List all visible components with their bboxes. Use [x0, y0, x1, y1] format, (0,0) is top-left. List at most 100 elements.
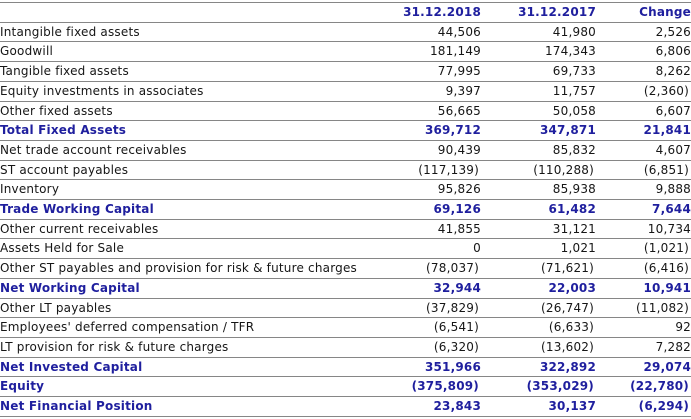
value-change: 10,941	[596, 277, 691, 299]
row-label: Other LT payables	[0, 297, 363, 318]
value-2018: (37,829)	[363, 297, 481, 318]
value-change: 6,806	[596, 41, 691, 62]
col-header-empty	[0, 2, 363, 23]
value-change: (2,360)	[596, 80, 691, 102]
value-2018: (375,809)	[363, 376, 481, 397]
value-2017: 347,871	[481, 120, 596, 141]
value-2017: (13,602)	[481, 336, 596, 358]
value-2018: 90,439	[363, 139, 481, 161]
table-row: Equity investments in associates 9,397 1…	[0, 80, 691, 102]
table-body: Intangible fixed assets 44,506 41,980 2,…	[0, 21, 691, 417]
row-label: Equity	[0, 376, 363, 397]
table-row: Other fixed assets 56,665 50,058 6,607	[0, 100, 691, 121]
value-2018: (6,541)	[363, 317, 481, 338]
value-2018: 9,397	[363, 80, 481, 102]
row-label: Net trade account receivables	[0, 139, 363, 161]
value-2017: 1,021	[481, 238, 596, 259]
table-header: 31.12.2018 31.12.2017 Change	[0, 2, 691, 23]
table-row: Employees' deferred compensation / TFR (…	[0, 317, 691, 338]
value-change: 7,644	[596, 199, 691, 220]
value-2018: (78,037)	[363, 258, 481, 279]
col-header-change: Change	[596, 2, 691, 23]
value-change: (6,294)	[596, 396, 691, 417]
value-change: 9,888	[596, 179, 691, 200]
value-2018: 69,126	[363, 199, 481, 220]
table-row: Net Invested Capital 351,966 322,892 29,…	[0, 356, 691, 377]
row-label: Other ST payables and provision for risk…	[0, 258, 363, 279]
value-2018: 23,843	[363, 396, 481, 417]
value-2017: (110,288)	[481, 159, 596, 180]
row-label: Intangible fixed assets	[0, 21, 363, 42]
table-row: Assets Held for Sale 0 1,021 (1,021)	[0, 238, 691, 259]
table-row: Intangible fixed assets 44,506 41,980 2,…	[0, 21, 691, 42]
table-row: Goodwill 181,149 174,343 6,806	[0, 41, 691, 62]
table-row: Other LT payables (37,829) (26,747) (11,…	[0, 297, 691, 318]
value-2018: (117,139)	[363, 159, 481, 180]
value-change: 21,841	[596, 120, 691, 141]
value-change: 7,282	[596, 336, 691, 358]
value-change: (6,416)	[596, 258, 691, 279]
header-row: 31.12.2018 31.12.2017 Change	[0, 2, 691, 23]
value-change: 92	[596, 317, 691, 338]
row-label: Other current receivables	[0, 218, 363, 239]
value-2018: 41,855	[363, 218, 481, 239]
row-label: Total Fixed Assets	[0, 120, 363, 141]
value-2017: 30,137	[481, 396, 596, 417]
value-change: 29,074	[596, 356, 691, 377]
value-2018: 95,826	[363, 179, 481, 200]
row-label: Net Working Capital	[0, 277, 363, 299]
value-2017: 50,058	[481, 100, 596, 121]
value-change: (1,021)	[596, 238, 691, 259]
table-row: Equity (375,809) (353,029) (22,780)	[0, 376, 691, 397]
value-change: 4,607	[596, 139, 691, 161]
value-change: (6,851)	[596, 159, 691, 180]
value-2018: 369,712	[363, 120, 481, 141]
row-label: Assets Held for Sale	[0, 238, 363, 259]
table-row: Net Financial Position 23,843 30,137 (6,…	[0, 396, 691, 417]
value-2017: 85,938	[481, 179, 596, 200]
value-2018: (6,320)	[363, 336, 481, 358]
table-row: Net Working Capital 32,944 22,003 10,941	[0, 277, 691, 299]
value-change: 6,607	[596, 100, 691, 121]
row-label: Other fixed assets	[0, 100, 363, 121]
table-row: ST account payables (117,139) (110,288) …	[0, 159, 691, 180]
value-2017: 69,733	[481, 61, 596, 82]
value-2017: 322,892	[481, 356, 596, 377]
value-2017: 61,482	[481, 199, 596, 220]
value-2018: 181,149	[363, 41, 481, 62]
value-2018: 77,995	[363, 61, 481, 82]
value-2018: 56,665	[363, 100, 481, 121]
value-change: (11,082)	[596, 297, 691, 318]
value-change: 10,734	[596, 218, 691, 239]
col-header-2018: 31.12.2018	[363, 2, 481, 23]
table-row: Tangible fixed assets 77,995 69,733 8,26…	[0, 61, 691, 82]
value-2017: (6,633)	[481, 317, 596, 338]
row-label: Net Invested Capital	[0, 356, 363, 377]
value-2017: 31,121	[481, 218, 596, 239]
value-2017: 85,832	[481, 139, 596, 161]
table-row: LT provision for risk & future charges (…	[0, 336, 691, 358]
value-2018: 351,966	[363, 356, 481, 377]
table-row: Other ST payables and provision for risk…	[0, 258, 691, 279]
value-change: (22,780)	[596, 376, 691, 397]
value-2018: 44,506	[363, 21, 481, 42]
table-row: Total Fixed Assets 369,712 347,871 21,84…	[0, 120, 691, 141]
value-2017: (71,621)	[481, 258, 596, 279]
row-label: Goodwill	[0, 41, 363, 62]
table-row: Trade Working Capital 69,126 61,482 7,64…	[0, 199, 691, 220]
row-label: Net Financial Position	[0, 396, 363, 417]
value-2017: (353,029)	[481, 376, 596, 397]
value-2017: 174,343	[481, 41, 596, 62]
row-label: Employees' deferred compensation / TFR	[0, 317, 363, 338]
value-2017: 22,003	[481, 277, 596, 299]
table-row: Other current receivables 41,855 31,121 …	[0, 218, 691, 239]
value-2017: 11,757	[481, 80, 596, 102]
table-row: Net trade account receivables 90,439 85,…	[0, 139, 691, 161]
value-2018: 0	[363, 238, 481, 259]
value-2018: 32,944	[363, 277, 481, 299]
row-label: LT provision for risk & future charges	[0, 336, 363, 358]
value-2017: (26,747)	[481, 297, 596, 318]
value-2017: 41,980	[481, 21, 596, 42]
table-row: Inventory 95,826 85,938 9,888	[0, 179, 691, 200]
